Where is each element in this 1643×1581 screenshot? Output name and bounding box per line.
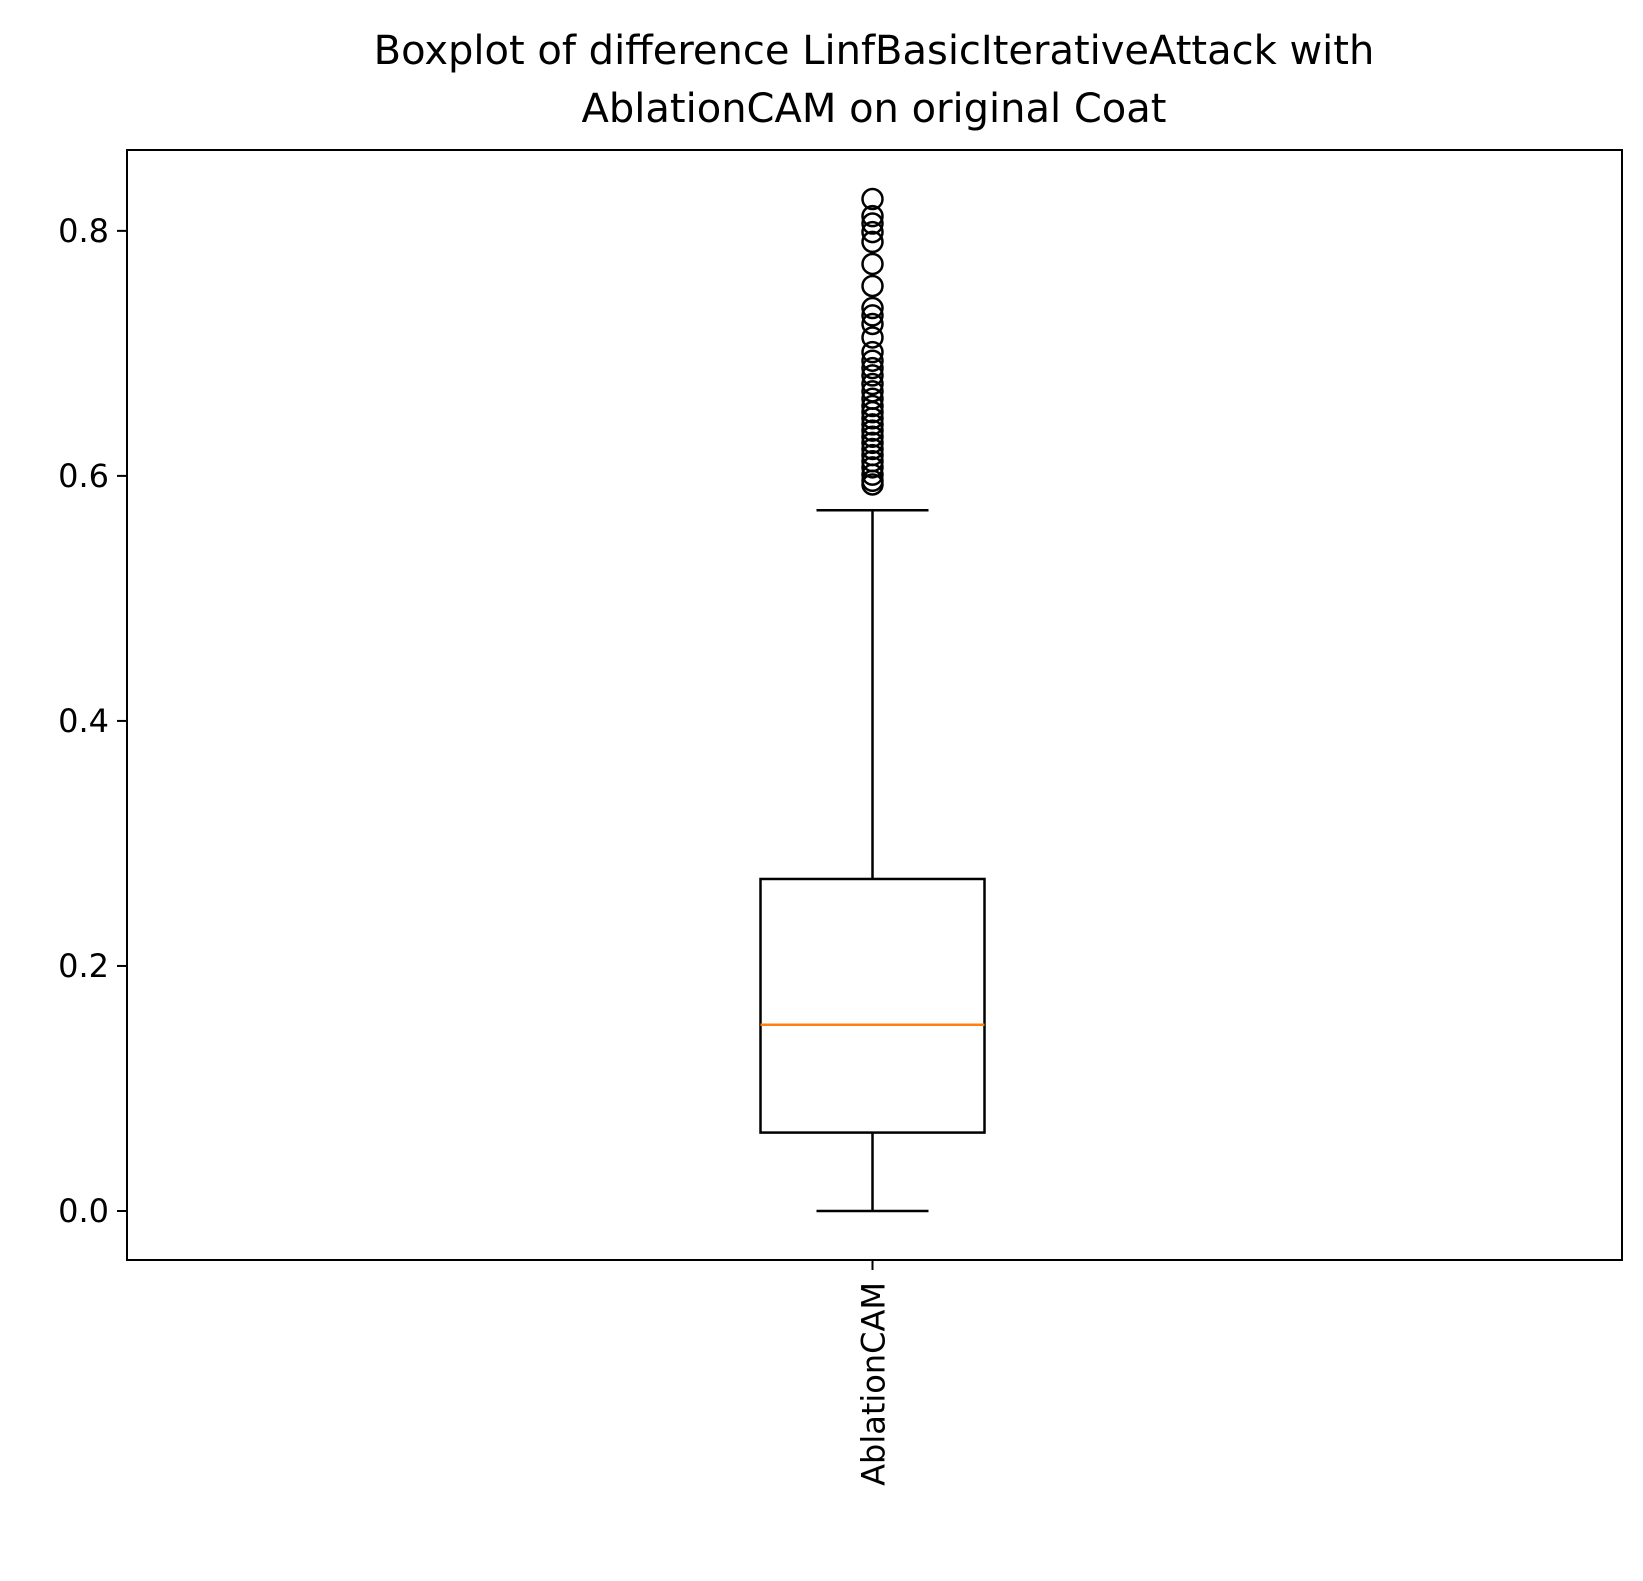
outlier-point (861, 456, 884, 479)
x-tick-label: AblationCAM (855, 1282, 893, 1486)
chart-title-line-2: AblationCAM on original Coat (582, 86, 1167, 132)
outlier-point (861, 340, 884, 364)
outlier-point (861, 380, 884, 403)
y-tick-label: 0.4 (58, 702, 109, 740)
y-tick-label: 0.2 (58, 947, 109, 985)
outlier-point (861, 274, 884, 298)
outlier-point (861, 312, 884, 336)
outlier-point (861, 252, 884, 276)
outlier-point (861, 230, 884, 254)
outlier-point (861, 431, 884, 455)
y-tick-label: 0.8 (58, 212, 109, 250)
outlier-point (861, 212, 884, 235)
plot-area (759, 187, 986, 1213)
iqr-box (759, 877, 986, 1134)
outlier-point (861, 349, 884, 372)
y-tick-label: 0.6 (58, 457, 109, 495)
outlier-point (861, 443, 884, 467)
outlier-point (861, 296, 884, 320)
outlier-point (861, 304, 884, 327)
outlier-point (861, 387, 884, 410)
chart-title-line-1: Boxplot of difference LinfBasicIterative… (374, 28, 1375, 74)
outlier-point (861, 419, 884, 442)
outlier-point (861, 326, 884, 349)
outlier-point (861, 437, 884, 461)
outlier-point (861, 364, 884, 387)
outlier-point (861, 449, 884, 473)
outlier-point (861, 204, 884, 228)
box-group-ablationcam (759, 187, 986, 1213)
outlier-point (861, 425, 884, 448)
outlier-point (861, 372, 884, 396)
y-axis: 0.0 0.2 0.4 0.6 0.8 (58, 212, 127, 1230)
x-axis: AblationCAM (855, 1260, 893, 1486)
axes-frame (126, 149, 1623, 1261)
outlier-point (861, 356, 884, 380)
outlier-point (861, 187, 884, 211)
y-tick-label: 0.0 (58, 1192, 109, 1230)
outlier-point (861, 413, 884, 436)
outlier-point (861, 394, 884, 418)
outlier-point (861, 220, 884, 244)
